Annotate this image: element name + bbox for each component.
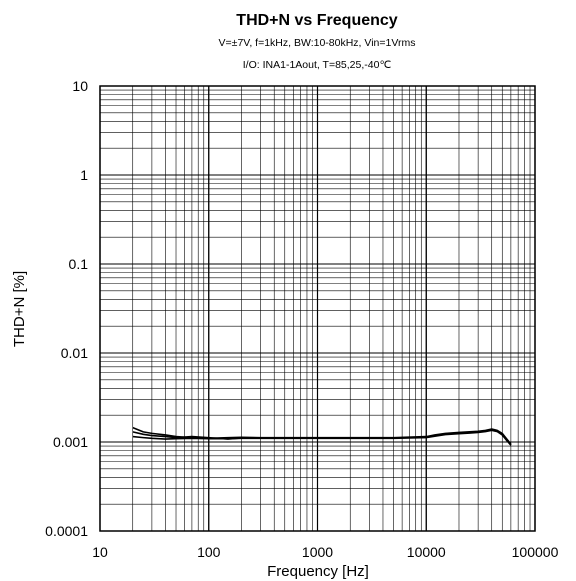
x-tick-label: 100 (197, 544, 221, 560)
y-tick-label: 10 (72, 78, 88, 94)
x-tick-labels: 10 100 1000 10000 100000 (92, 544, 558, 560)
y-tick-label: 0.1 (69, 256, 89, 272)
y-tick-label: 0.01 (61, 345, 88, 361)
plot-frame (99, 85, 536, 532)
x-tick-label: 100000 (512, 544, 559, 560)
plot-grid (99, 85, 536, 532)
chart-subtitle-line-1: V=±7V, f=1kHz, BW:10-80kHz, Vin=1Vrms (219, 37, 416, 49)
series-line-3 (132, 429, 512, 446)
y-axis-label: THD+N [%] (11, 271, 28, 347)
y-tick-label: 0.0001 (45, 523, 88, 539)
y-tick-label: 1 (80, 167, 88, 183)
series-group (132, 426, 512, 446)
y-tick-labels: 10 1 0.1 0.01 0.001 0.0001 (45, 78, 88, 539)
chart-subtitle-line-2: I/O: INA1-1Aout, T=85,25,-40℃ (243, 59, 392, 71)
chart-title: THD+N vs Frequency (236, 12, 397, 29)
x-tick-label: 10000 (407, 544, 446, 560)
x-axis-label: Frequency [Hz] (267, 563, 369, 580)
y-tick-label: 0.001 (53, 434, 88, 450)
x-tick-label: 1000 (302, 544, 333, 560)
x-tick-label: 10 (92, 544, 108, 560)
